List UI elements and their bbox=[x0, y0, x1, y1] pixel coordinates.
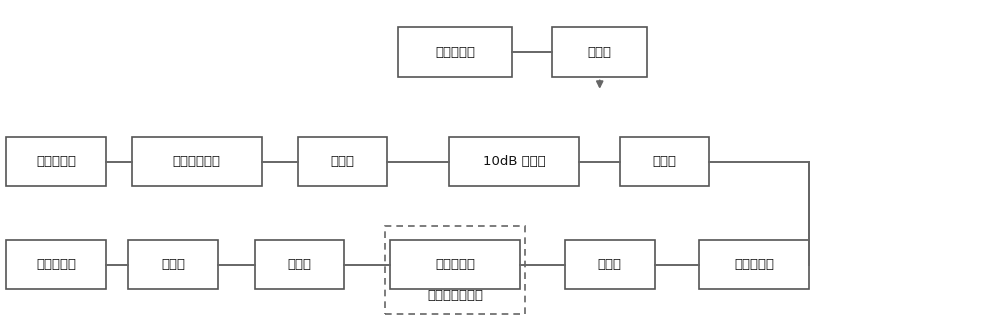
Text: 隔离器: 隔离器 bbox=[288, 258, 312, 271]
Text: 隔离器: 隔离器 bbox=[653, 155, 677, 168]
Bar bbox=[620, 137, 709, 186]
Bar bbox=[699, 240, 809, 289]
Text: 波导同轴转换: 波导同轴转换 bbox=[173, 155, 221, 168]
Bar bbox=[132, 137, 262, 186]
Text: 隔离器: 隔离器 bbox=[330, 155, 354, 168]
Text: 第二数字表: 第二数字表 bbox=[36, 258, 76, 271]
Bar bbox=[398, 27, 512, 78]
Bar bbox=[298, 137, 387, 186]
Bar bbox=[128, 240, 218, 289]
Text: 精密衰减器: 精密衰减器 bbox=[734, 258, 774, 271]
Text: 隔离器: 隔离器 bbox=[598, 258, 622, 271]
Text: 10dB 耦合器: 10dB 耦合器 bbox=[483, 155, 545, 168]
Text: 圆柱谐振腔: 圆柱谐振腔 bbox=[435, 258, 475, 271]
Text: 微波信号源: 微波信号源 bbox=[36, 155, 76, 168]
Bar bbox=[390, 240, 520, 289]
Bar bbox=[565, 240, 655, 289]
Bar bbox=[6, 240, 106, 289]
Bar bbox=[552, 27, 647, 78]
Text: 检波器: 检波器 bbox=[588, 46, 612, 59]
Text: 恒磁铁及滑动架: 恒磁铁及滑动架 bbox=[427, 289, 483, 302]
Text: 检波器: 检波器 bbox=[161, 258, 185, 271]
Bar bbox=[449, 137, 579, 186]
Bar bbox=[385, 225, 525, 314]
Text: 第一数字表: 第一数字表 bbox=[435, 46, 475, 59]
Bar bbox=[6, 137, 106, 186]
Bar bbox=[255, 240, 344, 289]
